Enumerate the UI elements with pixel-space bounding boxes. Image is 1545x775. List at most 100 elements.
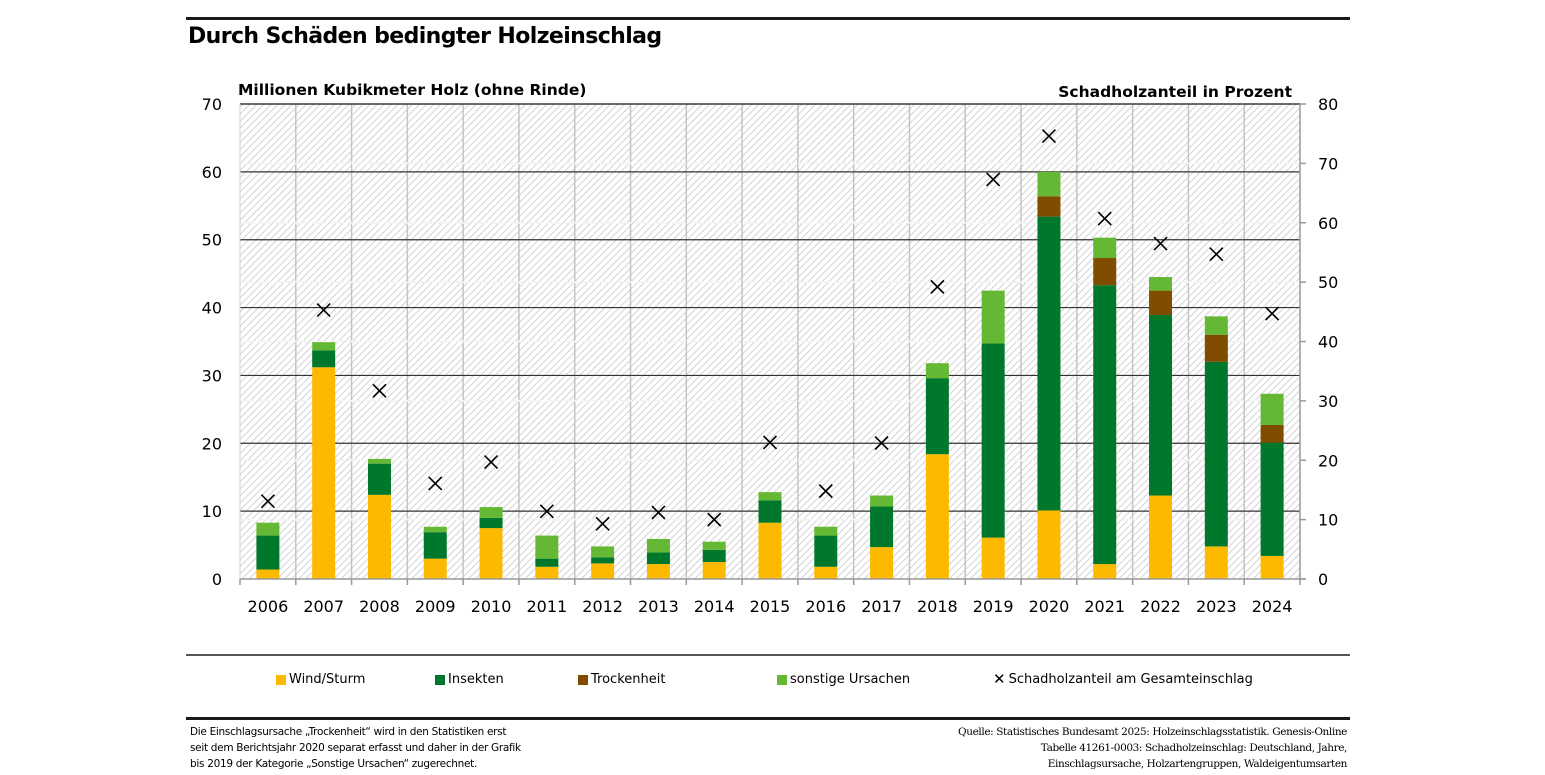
bar-segment-insects [367, 463, 391, 495]
bar-stack-2014 [702, 541, 726, 579]
legend-label: Schadholzanteil am Gesamteinschlag [1008, 672, 1253, 687]
bar-segment-wind [925, 454, 949, 579]
bar-segment-other [256, 522, 280, 536]
y-tick-label: 20 [202, 434, 222, 453]
share-marker [1041, 128, 1057, 144]
bar-segment-wind [1204, 546, 1228, 579]
chart-title: Durch Schäden bedingter Holzeinschlag [188, 24, 662, 49]
y2-axis-ticks: 0 10 20 30 40 50 60 70 80 [1300, 95, 1338, 589]
bar-segment-other [1037, 171, 1061, 197]
bar-segment-wind [1260, 555, 1284, 579]
y-tick-label: 40 [202, 299, 222, 318]
bar-segment-wind [981, 537, 1005, 579]
x-tick-label: 2024 [1252, 597, 1293, 616]
share-marker-stroke [1265, 306, 1280, 321]
cross-marker-icon: ✕ [993, 670, 1006, 688]
y-axis-title: Millionen Kubikmeter Holz (ohne Rinde) [238, 81, 586, 99]
bar-segment-insects [1093, 285, 1117, 565]
x-tick-label: 2022 [1140, 597, 1181, 616]
bar-segment-wind [535, 566, 559, 579]
bar-segment-insects [256, 535, 280, 570]
x-tick-label: 2016 [805, 597, 846, 616]
legend-item-share: ✕ Schadholzanteil am Gesamteinschlag [993, 670, 1253, 688]
bar-segment-insects [758, 500, 782, 523]
bar-segment-insects [981, 343, 1005, 538]
y2-tick-label: 30 [1318, 392, 1338, 411]
share-marker [428, 476, 443, 491]
bar-segment-other [981, 290, 1005, 344]
x-tick-label: 2020 [1029, 597, 1070, 616]
y2-tick-label: 40 [1318, 333, 1338, 352]
share-marker [1153, 236, 1168, 251]
share-marker [874, 435, 889, 451]
bar-stack-2008 [367, 458, 391, 579]
y-tick-label: 10 [202, 502, 222, 521]
bar-segment-wind [646, 564, 670, 579]
share-marker [986, 172, 1001, 187]
share-marker-stroke [874, 435, 889, 451]
bar-segment-insects [1037, 216, 1061, 511]
share-marker-stroke [316, 302, 331, 318]
share-marker [651, 505, 666, 520]
bar-stack-2012 [591, 546, 615, 579]
bar-segment-wind [814, 566, 838, 579]
bar-segment-other [312, 342, 336, 351]
share-marker-stroke [818, 484, 833, 499]
bar-segment-drought [1149, 290, 1173, 316]
legend-swatch-other [777, 674, 787, 685]
legend-label: Wind/Sturm [289, 672, 366, 687]
bar-stack-2010 [479, 507, 503, 579]
bar-segment-wind [423, 558, 447, 579]
share-marker [1097, 211, 1112, 226]
footnote: Die Einschlagsursache „Trockenheit“ wird… [190, 724, 521, 772]
bar-stack-2019 [981, 290, 1005, 579]
source-line: Einschlagsursache, Holzartengruppen, Wal… [1047, 758, 1348, 770]
share-marker-stroke [930, 279, 945, 294]
share-marker-stroke [1153, 236, 1168, 251]
share-markers [260, 128, 1280, 531]
bar-stack-2022 [1149, 277, 1173, 579]
legend-label: Trockenheit [591, 672, 666, 687]
x-tick-label: 2023 [1196, 597, 1237, 616]
legend-swatch-wind [276, 674, 286, 685]
share-marker-stroke [651, 505, 666, 520]
bar-segment-other [870, 495, 894, 507]
bar-segment-insects [423, 532, 447, 559]
x-tick-label: 2014 [694, 597, 735, 616]
bar-segment-drought [1093, 258, 1117, 286]
share-marker [539, 504, 554, 519]
share-marker-stroke [539, 504, 554, 519]
bar-segment-other [479, 507, 503, 518]
x-tick-label: 2007 [303, 597, 344, 616]
source-line: Quelle: Statistisches Bundesamt 2025: Ho… [958, 726, 1347, 738]
share-marker-stroke [707, 512, 722, 527]
bar-segment-wind [702, 562, 726, 579]
bars [256, 171, 1284, 579]
share-marker-stroke [1041, 128, 1057, 144]
y-tick-label: 60 [202, 163, 222, 182]
y-tick-label: 0 [212, 570, 222, 589]
y-tick-label: 70 [202, 95, 222, 114]
legend-item-insects: Insekten [435, 672, 504, 687]
bar-segment-other [758, 492, 782, 501]
top-rule [186, 17, 1350, 20]
share-marker [1209, 247, 1224, 262]
bar-stack-2024 [1260, 393, 1284, 579]
legend-label: sonstige Ursachen [790, 672, 911, 687]
bar-segment-other [646, 538, 670, 553]
x-axis-ticks: 2006 2007 2008 2009 2010 2011 2012 2013 2014 2015… [239, 579, 1301, 616]
bar-segment-insects [312, 350, 336, 368]
legend-item-other: sonstige Ursachen [777, 672, 910, 687]
footnote-line: bis 2019 der Kategorie „Sonstige Ursache… [190, 758, 478, 770]
bar-segment-insects [925, 378, 949, 455]
bar-segment-other [535, 535, 559, 559]
bar-segment-insects [646, 552, 670, 565]
x-tick-label: 2006 [248, 597, 289, 616]
x-tick-label: 2015 [750, 597, 791, 616]
bar-segment-insects [1149, 315, 1173, 496]
bar-segment-wind [1149, 495, 1173, 579]
bar-segment-wind [367, 494, 391, 579]
share-marker [372, 383, 387, 398]
share-marker-stroke [1209, 247, 1224, 262]
share-marker-stroke [428, 476, 443, 491]
